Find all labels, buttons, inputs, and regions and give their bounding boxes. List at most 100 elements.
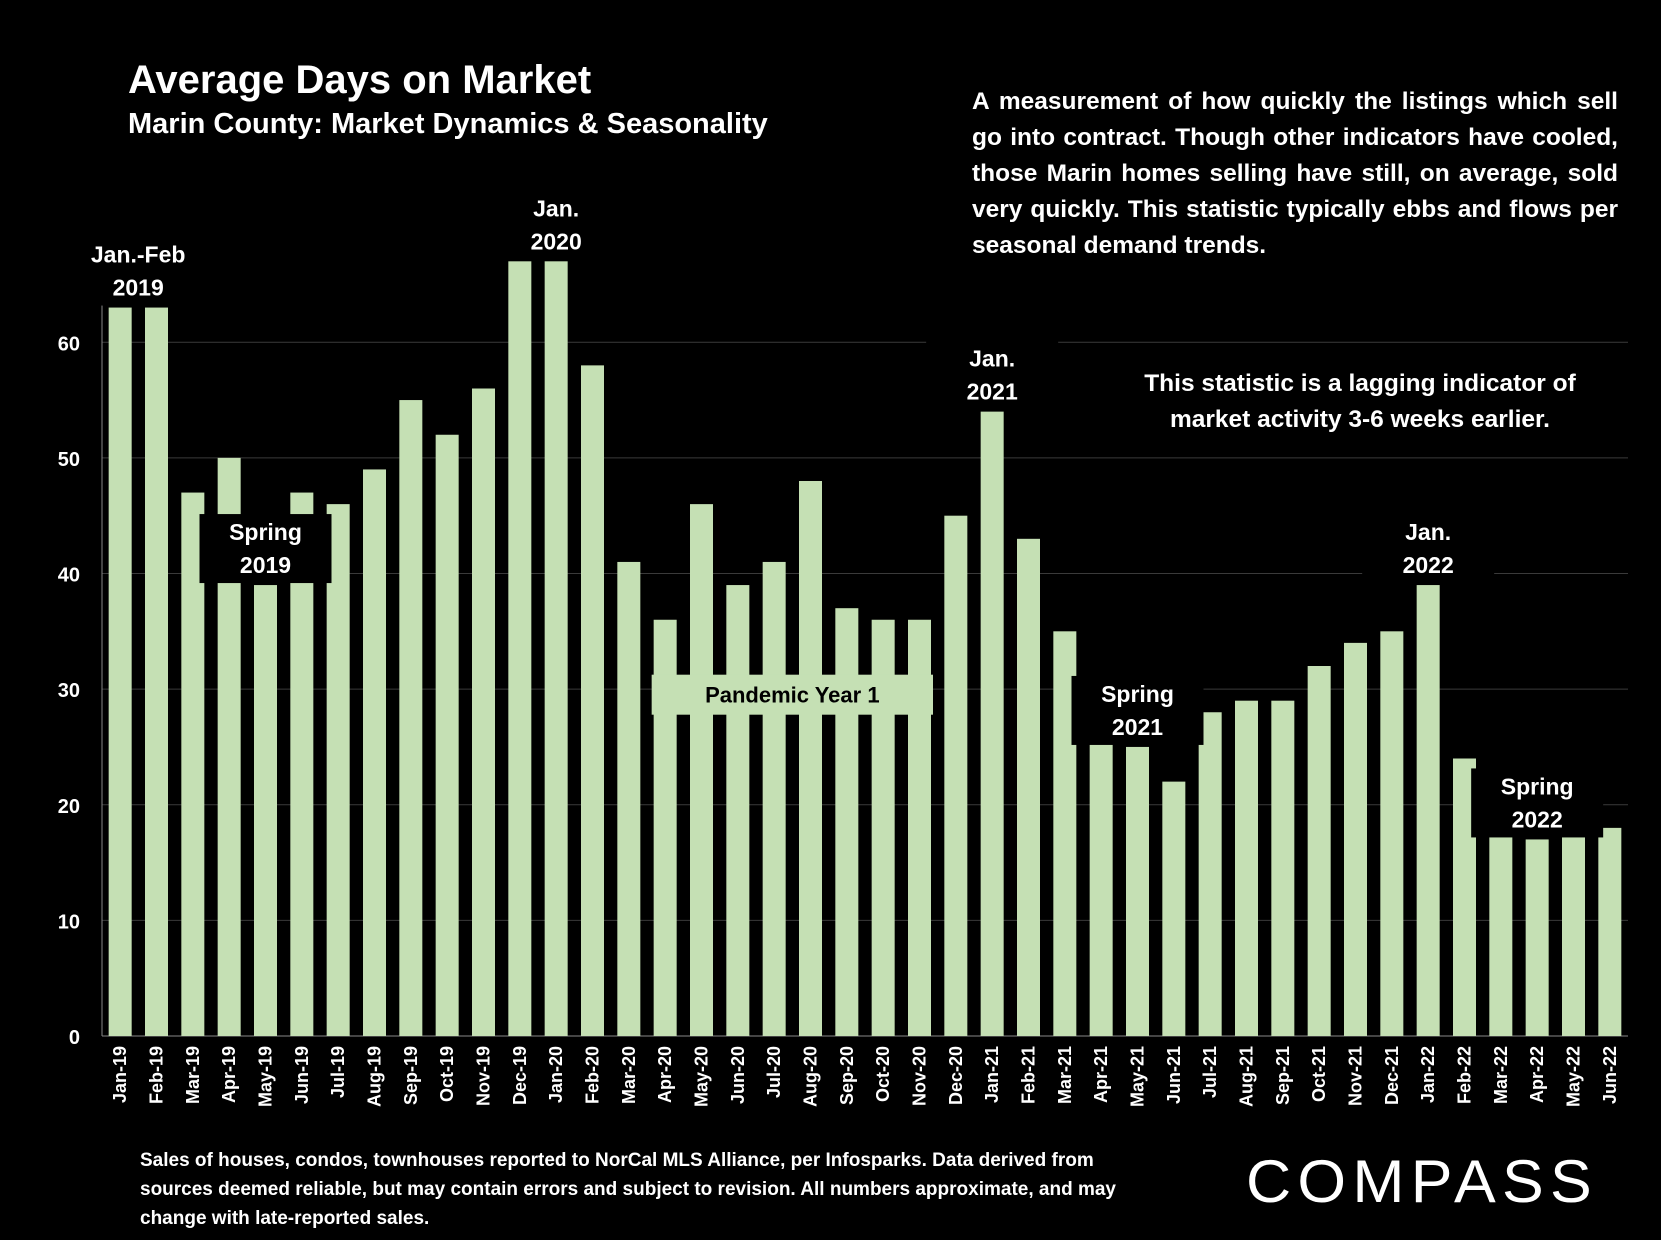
bar-annotation: Jan. bbox=[1405, 519, 1451, 545]
x-tick-label: Feb-19 bbox=[147, 1046, 167, 1104]
chart-title: Average Days on Market bbox=[128, 58, 592, 102]
annotation-backdrop bbox=[490, 190, 623, 260]
x-tick-label: Dec-20 bbox=[946, 1046, 966, 1105]
x-tick-label: Jun-19 bbox=[292, 1046, 312, 1104]
x-tick-label: Dec-21 bbox=[1382, 1046, 1402, 1105]
y-tick-label: 20 bbox=[58, 796, 80, 818]
x-tick-label: Nov-19 bbox=[474, 1046, 494, 1106]
annotation-backdrop bbox=[199, 514, 332, 584]
x-tick-label: Feb-20 bbox=[583, 1046, 603, 1104]
bar bbox=[108, 307, 132, 1036]
x-tick-label: Jan-20 bbox=[546, 1046, 566, 1103]
compass-logo: COMPASS bbox=[1246, 1148, 1598, 1212]
bar-annotation: 2021 bbox=[967, 379, 1018, 405]
bar bbox=[326, 504, 350, 1036]
bar bbox=[254, 585, 277, 1036]
bar-annotation: Jan. bbox=[969, 346, 1015, 372]
bar bbox=[1344, 642, 1367, 1036]
bar bbox=[1053, 631, 1077, 1036]
y-tick-label: 50 bbox=[58, 449, 80, 471]
bar-annotation: 2019 bbox=[240, 552, 291, 578]
x-tick-label: Sep-20 bbox=[837, 1046, 857, 1105]
annotation-backdrop bbox=[1471, 768, 1604, 838]
bar bbox=[980, 411, 1004, 1036]
bar bbox=[1162, 781, 1186, 1036]
x-tick-label: May-20 bbox=[692, 1046, 712, 1107]
annotation-backdrop bbox=[1362, 514, 1495, 584]
y-tick-label: 30 bbox=[58, 680, 80, 702]
bar bbox=[1126, 746, 1149, 1036]
bar-annotation: 2019 bbox=[113, 275, 164, 301]
y-tick-label: 40 bbox=[58, 565, 80, 587]
bar bbox=[399, 400, 423, 1036]
x-tick-label: Sep-19 bbox=[401, 1046, 421, 1105]
compass-logo-text: COMPASS bbox=[1246, 1148, 1598, 1212]
x-tick-label: Jun-21 bbox=[1164, 1046, 1184, 1104]
pandemic-band-label: Pandemic Year 1 bbox=[705, 683, 880, 708]
x-tick-label: Aug-21 bbox=[1237, 1046, 1257, 1107]
bar-annotation: 2022 bbox=[1403, 552, 1454, 578]
bar bbox=[871, 619, 895, 1036]
bar bbox=[435, 434, 459, 1036]
x-tick-label: Jan-22 bbox=[1418, 1046, 1438, 1103]
x-tick-label: Sep-21 bbox=[1273, 1046, 1293, 1105]
x-tick-label: Jan-21 bbox=[982, 1046, 1002, 1103]
y-tick-label: 0 bbox=[69, 1027, 80, 1049]
bar-annotation: Jan. bbox=[533, 195, 579, 221]
bar bbox=[726, 585, 750, 1036]
bar bbox=[1235, 700, 1258, 1036]
x-tick-label: Nov-21 bbox=[1346, 1046, 1366, 1106]
annotation-backdrop bbox=[926, 340, 1059, 410]
bar bbox=[1562, 827, 1585, 1036]
x-tick-label: Jul-21 bbox=[1200, 1046, 1220, 1098]
bar bbox=[290, 492, 314, 1036]
bar-annotation: Spring bbox=[1101, 681, 1174, 707]
lagging-indicator-note: This statistic is a lagging indicator of… bbox=[1144, 370, 1576, 433]
x-tick-label: Jun-20 bbox=[728, 1046, 748, 1104]
x-tick-label: Jul-20 bbox=[764, 1046, 784, 1098]
y-tick-label: 10 bbox=[58, 911, 80, 933]
annotation-backdrop bbox=[1071, 675, 1204, 745]
bar bbox=[1453, 758, 1476, 1036]
bar bbox=[217, 457, 241, 1036]
x-tick-label: Apr-19 bbox=[219, 1046, 239, 1103]
bar bbox=[690, 504, 713, 1036]
x-tick-label: May-22 bbox=[1564, 1046, 1584, 1107]
bar bbox=[1489, 827, 1513, 1036]
x-tick-label: Jun-22 bbox=[1600, 1046, 1620, 1104]
bar-annotation: Spring bbox=[1501, 773, 1574, 799]
x-tick-label: Oct-19 bbox=[437, 1046, 457, 1102]
bar bbox=[508, 261, 532, 1036]
bar bbox=[617, 561, 641, 1036]
x-tick-label: May-21 bbox=[1128, 1046, 1148, 1107]
bar bbox=[908, 619, 931, 1036]
bar bbox=[472, 388, 495, 1036]
bar bbox=[799, 481, 822, 1036]
bar bbox=[1525, 839, 1549, 1036]
bar bbox=[1307, 666, 1331, 1036]
x-tick-label: Apr-20 bbox=[655, 1046, 675, 1103]
annotation-backdrop bbox=[72, 236, 205, 306]
y-tick-label: 60 bbox=[58, 333, 80, 355]
x-tick-label: Oct-21 bbox=[1309, 1046, 1329, 1102]
x-tick-label: Aug-19 bbox=[365, 1046, 385, 1107]
x-tick-label: Nov-20 bbox=[910, 1046, 930, 1106]
source-footnote: Sales of houses, condos, townhouses repo… bbox=[140, 1150, 1116, 1229]
bar-annotation: 2021 bbox=[1112, 714, 1163, 740]
x-tick-label: Mar-21 bbox=[1055, 1046, 1075, 1104]
x-tick-label: Mar-22 bbox=[1491, 1046, 1511, 1104]
x-tick-label: Aug-20 bbox=[801, 1046, 821, 1107]
bar bbox=[581, 365, 604, 1036]
bar bbox=[1198, 712, 1222, 1036]
pandemic-band bbox=[651, 674, 933, 715]
bar bbox=[181, 492, 205, 1036]
bar-annotation: Spring bbox=[229, 519, 302, 545]
x-tick-label: Feb-21 bbox=[1019, 1046, 1039, 1104]
x-tick-label: Mar-19 bbox=[183, 1046, 203, 1104]
x-tick-label: Jul-19 bbox=[328, 1046, 348, 1098]
bar bbox=[145, 307, 168, 1036]
x-tick-label: May-19 bbox=[256, 1046, 276, 1107]
bar-annotation: 2020 bbox=[531, 228, 582, 254]
bar-annotation: Jan.-Feb bbox=[91, 242, 186, 268]
bar bbox=[1271, 700, 1295, 1036]
